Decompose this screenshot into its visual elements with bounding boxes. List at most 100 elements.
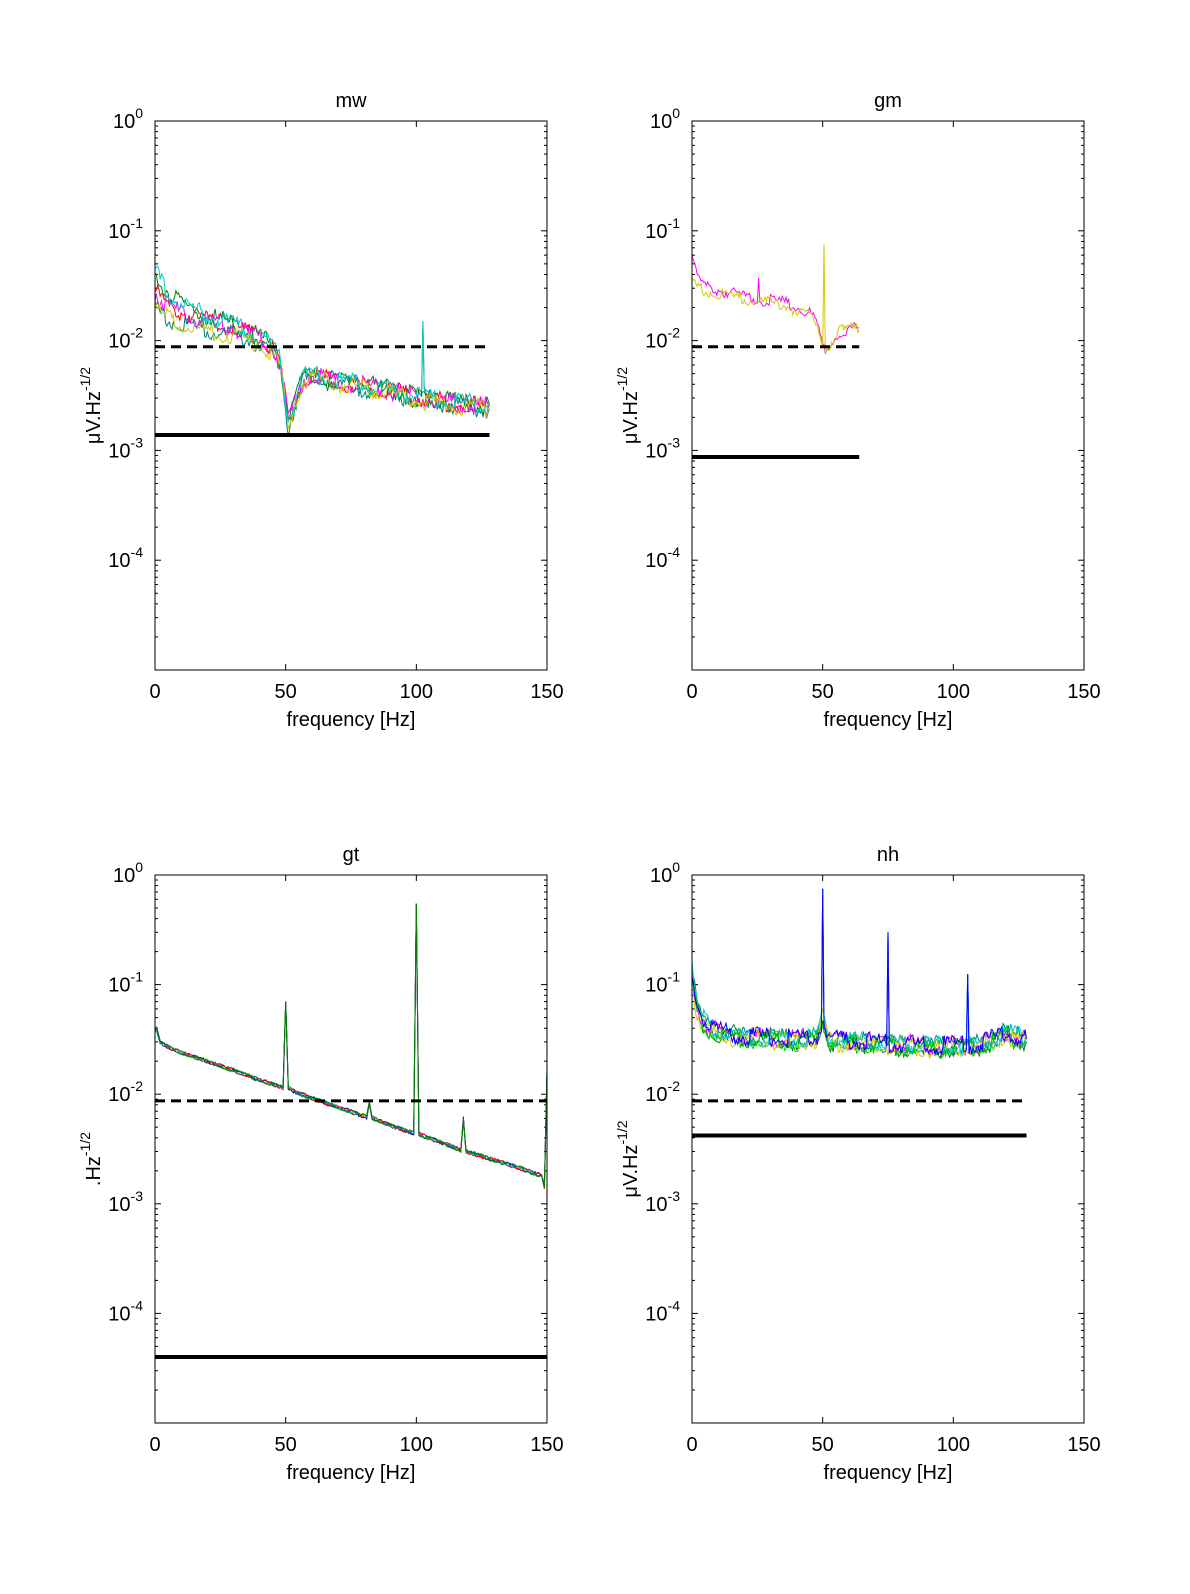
- data-series-line: [692, 888, 1027, 1056]
- y-tick-label: 10-3: [645, 434, 680, 462]
- y-tick-label: 10-4: [645, 544, 680, 572]
- x-tick-label: 50: [812, 1434, 834, 1456]
- data-series-line: [692, 244, 860, 354]
- y-tick-label: 10-1: [645, 969, 680, 997]
- y-tick-base: 10: [645, 1303, 667, 1325]
- y-tick-label: 100: [113, 859, 143, 887]
- y-tick-exponent: -2: [131, 325, 144, 341]
- y-tick-exponent: -2: [668, 325, 681, 341]
- y-axis-title: μV.Hz-1/2: [614, 367, 642, 444]
- x-tick-label: 50: [275, 1434, 297, 1456]
- y-axis-title: .Hz-1/2: [77, 1132, 105, 1186]
- x-tick-label: 0: [149, 681, 160, 703]
- x-tick-label: 50: [275, 681, 297, 703]
- x-tick-label: 100: [937, 681, 970, 703]
- y-axis-title-exponent: -1/2: [77, 367, 93, 391]
- y-tick-label: 10-2: [645, 325, 680, 353]
- plot-data: [155, 265, 490, 437]
- y-tick-exponent: 0: [135, 105, 143, 121]
- y-axis-title: μV.Hz-1/2: [77, 367, 105, 444]
- y-tick-exponent: -4: [668, 544, 681, 560]
- y-tick-label: 10-2: [108, 1078, 143, 1106]
- x-tick-label: 100: [400, 681, 433, 703]
- x-tick-label: 100: [400, 1434, 433, 1456]
- data-series-line: [155, 903, 547, 1187]
- y-tick-base: 10: [108, 221, 130, 243]
- y-tick-exponent: 0: [135, 859, 143, 875]
- y-tick-label: 100: [113, 105, 143, 133]
- y-tick-base: 10: [645, 331, 667, 353]
- x-tick-label: 0: [149, 1434, 160, 1456]
- y-tick-label: 10-1: [108, 969, 143, 997]
- y-tick-label: 10-2: [108, 325, 143, 353]
- y-tick-base: 10: [108, 550, 130, 572]
- y-axis-title-base: μV.Hz: [620, 391, 642, 444]
- plot-data: [155, 903, 547, 1190]
- chart-title: gt: [343, 844, 360, 866]
- y-tick-exponent: -4: [668, 1297, 681, 1313]
- y-tick-base: 10: [108, 1084, 130, 1106]
- y-tick-base: 10: [650, 865, 672, 887]
- data-series-line: [155, 293, 490, 416]
- y-tick-exponent: -1: [131, 215, 144, 231]
- y-tick-label: 10-4: [108, 1297, 143, 1325]
- y-tick-exponent: 0: [672, 859, 680, 875]
- y-tick-exponent: -1: [131, 969, 144, 985]
- y-tick-label: 10-3: [108, 434, 143, 462]
- y-tick-exponent: -1: [668, 215, 681, 231]
- axes-frame: [691, 874, 1085, 1424]
- y-tick-base: 10: [108, 440, 130, 462]
- chart-title: gm: [874, 90, 902, 112]
- y-tick-label: 10-1: [108, 215, 143, 243]
- y-tick-exponent: -4: [131, 544, 144, 560]
- y-tick-label: 10-2: [645, 1078, 680, 1106]
- y-axis-title: μV.Hz-1/2: [614, 1120, 642, 1197]
- data-series-line: [692, 989, 1027, 1061]
- y-axis-title-exponent: -1/2: [77, 1132, 93, 1156]
- y-tick-label: 10-4: [645, 1297, 680, 1325]
- y-tick-base: 10: [650, 111, 672, 133]
- y-axis-title-base: μV.Hz: [620, 1145, 642, 1198]
- y-tick-base: 10: [645, 1084, 667, 1106]
- x-tick-label: 0: [686, 1434, 697, 1456]
- y-tick-exponent: -3: [131, 1188, 144, 1204]
- y-tick-exponent: -3: [668, 1188, 681, 1204]
- y-tick-exponent: 0: [672, 105, 680, 121]
- y-tick-base: 10: [645, 1194, 667, 1216]
- data-series-line: [155, 265, 490, 424]
- y-tick-base: 10: [645, 440, 667, 462]
- plot-data: [692, 888, 1027, 1061]
- x-tick-label: 150: [530, 681, 563, 703]
- y-tick-label: 10-3: [645, 1188, 680, 1216]
- y-tick-label: 10-4: [108, 544, 143, 572]
- y-tick-base: 10: [113, 111, 135, 133]
- y-tick-base: 10: [113, 865, 135, 887]
- y-tick-exponent: -2: [131, 1078, 144, 1094]
- y-axis-title-exponent: -1/2: [614, 1120, 630, 1144]
- y-tick-label: 10-1: [645, 215, 680, 243]
- x-tick-label: 0: [686, 681, 697, 703]
- data-series-line: [692, 888, 1027, 1056]
- y-tick-exponent: -2: [668, 1078, 681, 1094]
- axes-frame: [691, 120, 1085, 671]
- data-series-line: [155, 903, 547, 1187]
- y-tick-label: 100: [650, 859, 680, 887]
- y-tick-base: 10: [108, 975, 130, 997]
- y-tick-base: 10: [645, 550, 667, 572]
- x-axis-title: frequency [Hz]: [824, 1462, 953, 1484]
- y-axis-title-base: .Hz: [83, 1156, 105, 1186]
- data-series-line: [692, 888, 1027, 1057]
- chart-title: mw: [335, 90, 367, 112]
- y-tick-base: 10: [645, 975, 667, 997]
- y-tick-exponent: -3: [131, 434, 144, 450]
- y-tick-exponent: -4: [131, 1297, 144, 1313]
- data-series-line: [155, 903, 547, 1190]
- plot-data: [692, 244, 860, 354]
- y-tick-base: 10: [645, 221, 667, 243]
- x-tick-label: 50: [812, 681, 834, 703]
- chart-title: nh: [877, 844, 899, 866]
- y-tick-label: 100: [650, 105, 680, 133]
- axes-frame: [154, 120, 548, 671]
